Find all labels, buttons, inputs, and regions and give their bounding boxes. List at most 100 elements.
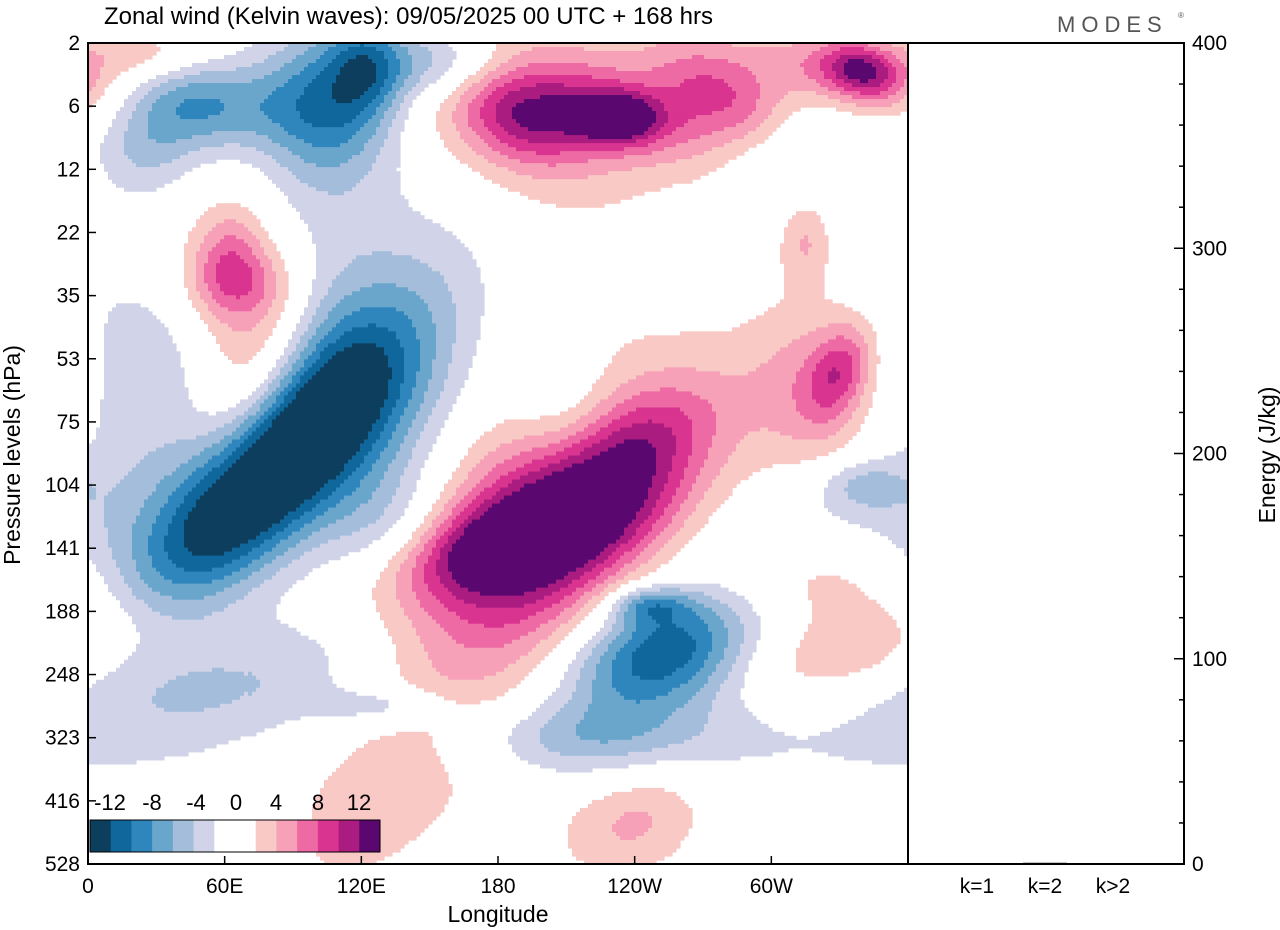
contour-cell <box>604 151 609 156</box>
contour-cell <box>444 111 449 116</box>
contour-cell <box>268 151 273 156</box>
contour-cell <box>560 151 565 156</box>
contour-cell <box>628 51 633 56</box>
contour-cell <box>828 91 833 96</box>
contour-cell <box>396 67 401 72</box>
contour-cell <box>308 103 313 108</box>
contour-cell <box>708 59 713 64</box>
contour-cell <box>704 123 709 128</box>
contour-cell <box>736 135 741 140</box>
contour-cell <box>232 71 237 76</box>
contour-cell <box>576 131 581 136</box>
contour-cell <box>340 143 345 148</box>
contour-cell <box>468 103 473 108</box>
contour-cell <box>700 131 705 136</box>
contour-cell <box>388 47 393 52</box>
contour-cell <box>888 99 893 104</box>
contour-cell <box>676 123 681 128</box>
contour-cell <box>196 79 201 84</box>
contour-cell <box>784 55 789 60</box>
contour-cell <box>288 135 293 140</box>
contour-cell <box>640 51 645 56</box>
contour-cell <box>228 59 233 64</box>
contour-cell <box>252 139 257 144</box>
contour-cell <box>624 47 629 52</box>
contour-cell <box>340 103 345 108</box>
contour-cell <box>320 59 325 64</box>
contour-cell <box>160 103 165 108</box>
contour-cell <box>864 103 869 108</box>
contour-cell <box>336 91 341 96</box>
contour-cell <box>520 127 525 132</box>
contour-cell <box>636 99 641 104</box>
contour-cell <box>132 103 137 108</box>
contour-cell <box>840 59 845 64</box>
contour-cell <box>344 119 349 124</box>
contour-cell <box>680 47 685 52</box>
contour-cell <box>564 155 569 160</box>
contour-cell <box>896 75 901 80</box>
contour-cell <box>724 107 729 112</box>
contour-cell <box>880 87 885 92</box>
contour-cell <box>484 91 489 96</box>
contour-cell <box>348 151 353 156</box>
contour-cell <box>508 143 513 148</box>
contour-cell <box>704 107 709 112</box>
contour-cell <box>560 107 565 112</box>
contour-cell <box>568 139 573 144</box>
contour-cell <box>308 119 313 124</box>
contour-cell <box>484 83 489 88</box>
contour-cell <box>836 107 841 112</box>
contour-cell <box>884 91 889 96</box>
contour-cell <box>868 75 873 80</box>
contour-cell <box>508 151 513 156</box>
contour-cell <box>464 95 469 100</box>
contour-cell <box>384 95 389 100</box>
contour-cell <box>448 55 453 60</box>
contour-cell <box>324 143 329 148</box>
contour-cell <box>208 131 213 136</box>
contour-cell <box>536 95 541 100</box>
contour-cell <box>264 91 269 96</box>
contour-cell <box>124 55 129 60</box>
contour-cell <box>160 151 165 156</box>
contour-cell <box>152 91 157 96</box>
contour-cell <box>308 139 313 144</box>
contour-cell <box>512 79 517 84</box>
contour-cell <box>716 115 721 120</box>
contour-cell <box>532 63 537 68</box>
contour-cell <box>672 135 677 140</box>
contour-cell <box>808 79 813 84</box>
contour-cell <box>704 151 709 156</box>
contour-cell <box>232 99 237 104</box>
contour-cell <box>904 79 909 84</box>
contour-cell <box>336 107 341 112</box>
contour-cell <box>312 107 317 112</box>
contour-cell <box>384 147 389 152</box>
contour-cell <box>296 111 301 116</box>
contour-cell <box>764 115 769 120</box>
contour-cell <box>756 51 761 56</box>
contour-cell <box>580 119 585 124</box>
contour-cell <box>852 59 857 64</box>
contour-cell <box>160 95 165 100</box>
contour-cell <box>416 55 421 60</box>
contour-cell <box>276 131 281 136</box>
contour-cell <box>840 95 845 100</box>
contour-cell <box>108 75 113 80</box>
contour-cell <box>548 111 553 116</box>
contour-cell <box>816 75 821 80</box>
contour-cell <box>372 151 377 156</box>
contour-cell <box>368 87 373 92</box>
contour-cell <box>540 43 545 48</box>
contour-cell <box>720 87 725 92</box>
contour-cell <box>652 119 657 124</box>
contour-cell <box>428 75 433 80</box>
contour-cell <box>332 147 337 152</box>
contour-cell <box>324 119 329 124</box>
contour-cell <box>832 91 837 96</box>
contour-cell <box>204 151 209 156</box>
contour-cell <box>360 107 365 112</box>
contour-cell <box>592 71 597 76</box>
contour-cell <box>356 119 361 124</box>
